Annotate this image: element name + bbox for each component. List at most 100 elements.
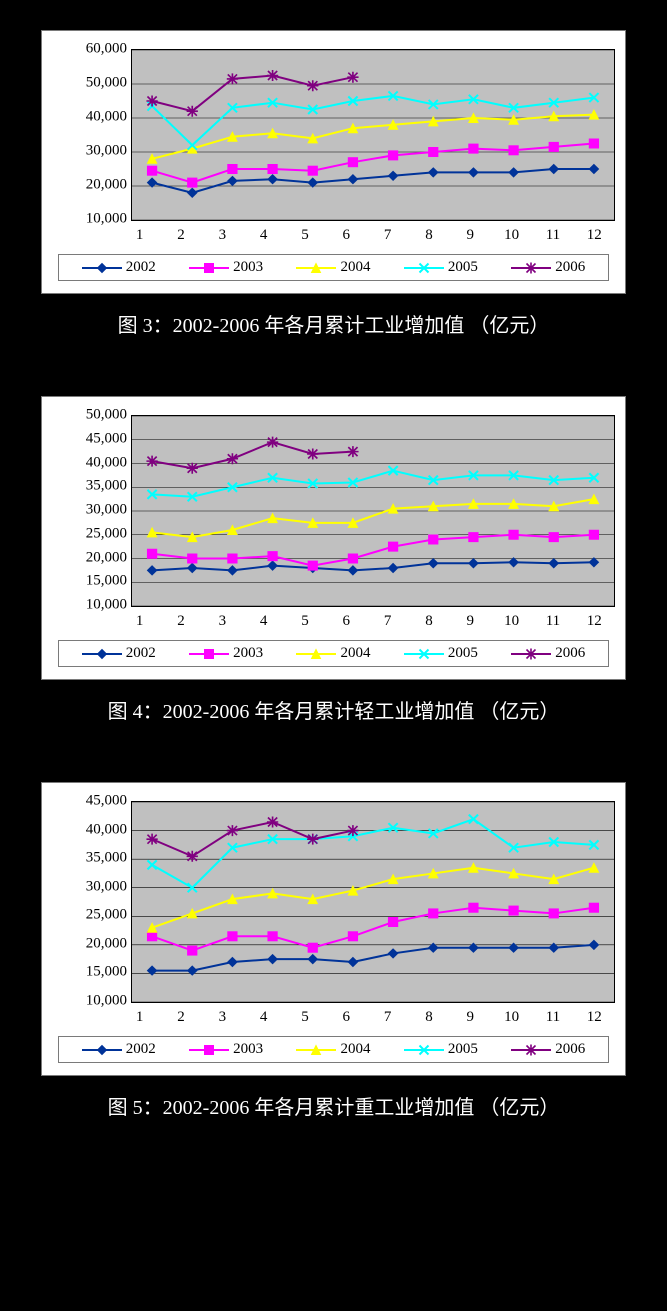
- x-tick-label: 8: [408, 227, 449, 244]
- legend-item-2003: 2003: [189, 1041, 263, 1058]
- chart4-y-axis: 50,00045,00040,00035,00030,00025,00020,0…: [50, 415, 131, 605]
- chart5-legend: 2002 2003 2004 2005 2006: [58, 1036, 609, 1063]
- chart5-caption: 图 5：2002-2006 年各月累计重工业增加值 （亿元）: [41, 1094, 626, 1123]
- x-tick-label: 2: [160, 227, 201, 244]
- y-tick-label: 40,000: [86, 822, 127, 837]
- legend-item-2005: 2005: [404, 1041, 478, 1058]
- legend-item-2004: 2004: [296, 1041, 370, 1058]
- x-tick-label: 1: [119, 1009, 160, 1026]
- chart5-y-axis: 45,00040,00035,00030,00025,00020,00015,0…: [50, 801, 131, 1001]
- legend-label: 2005: [448, 645, 478, 662]
- legend-swatch-icon: [82, 647, 122, 661]
- x-tick-label: 4: [243, 1009, 284, 1026]
- y-tick-label: 25,000: [86, 908, 127, 923]
- x-tick-label: 5: [284, 227, 325, 244]
- y-tick-label: 15,000: [86, 574, 127, 589]
- x-tick-label: 11: [532, 227, 573, 244]
- y-tick-label: 40,000: [86, 110, 127, 125]
- y-tick-label: 45,000: [86, 794, 127, 809]
- y-tick-label: 20,000: [86, 936, 127, 951]
- y-tick-label: 60,000: [86, 42, 127, 57]
- legend-swatch-icon: [511, 647, 551, 661]
- x-tick-label: 11: [532, 613, 573, 630]
- legend-label: 2006: [555, 645, 585, 662]
- x-tick-label: 8: [408, 1009, 449, 1026]
- x-tick-label: 10: [491, 1009, 532, 1026]
- x-tick-label: 10: [491, 613, 532, 630]
- x-tick-label: 1: [119, 227, 160, 244]
- y-tick-label: 30,000: [86, 879, 127, 894]
- chart3-panel: 60,00050,00040,00030,00020,00010,0001234…: [41, 30, 626, 294]
- legend-item-2002: 2002: [82, 645, 156, 662]
- x-tick-label: 7: [367, 227, 408, 244]
- legend-label: 2002: [126, 1041, 156, 1058]
- y-tick-label: 20,000: [86, 550, 127, 565]
- x-tick-label: 11: [532, 1009, 573, 1026]
- legend-swatch-icon: [511, 261, 551, 275]
- legend-swatch-icon: [511, 1043, 551, 1057]
- y-tick-label: 10,000: [86, 212, 127, 227]
- x-tick-label: 8: [408, 613, 449, 630]
- chart3-legend: 2002 2003 2004 2005 2006: [58, 254, 609, 281]
- x-tick-label: 6: [326, 613, 367, 630]
- legend-item-2006: 2006: [511, 259, 585, 276]
- x-tick-label: 3: [202, 613, 243, 630]
- y-tick-label: 30,000: [86, 503, 127, 518]
- x-tick-label: 6: [326, 227, 367, 244]
- x-tick-label: 5: [284, 1009, 325, 1026]
- x-tick-label: 5: [284, 613, 325, 630]
- legend-item-2006: 2006: [511, 645, 585, 662]
- chart5-panel: 45,00040,00035,00030,00025,00020,00015,0…: [41, 782, 626, 1076]
- chart3-caption: 图 3：2002-2006 年各月累计工业增加值 （亿元）: [41, 312, 626, 341]
- chart4-caption: 图 4：2002-2006 年各月累计轻工业增加值 （亿元）: [41, 698, 626, 727]
- x-tick-label: 9: [450, 1009, 491, 1026]
- legend-swatch-icon: [296, 261, 336, 275]
- legend-label: 2004: [340, 259, 370, 276]
- charts-page: 60,00050,00040,00030,00020,00010,0001234…: [0, 0, 667, 1173]
- y-tick-label: 10,000: [86, 598, 127, 613]
- legend-item-2003: 2003: [189, 645, 263, 662]
- x-tick-label: 6: [326, 1009, 367, 1026]
- y-tick-label: 50,000: [86, 76, 127, 91]
- legend-label: 2003: [233, 1041, 263, 1058]
- legend-label: 2002: [126, 645, 156, 662]
- legend-swatch-icon: [404, 1043, 444, 1057]
- x-tick-label: 4: [243, 613, 284, 630]
- legend-label: 2005: [448, 1041, 478, 1058]
- legend-item-2005: 2005: [404, 645, 478, 662]
- x-tick-label: 3: [202, 227, 243, 244]
- x-tick-label: 9: [450, 613, 491, 630]
- y-tick-label: 45,000: [86, 431, 127, 446]
- x-tick-label: 12: [574, 1009, 615, 1026]
- chart5-plot: [131, 801, 615, 1003]
- chart3-y-axis: 60,00050,00040,00030,00020,00010,000: [50, 49, 131, 219]
- y-tick-label: 25,000: [86, 526, 127, 541]
- x-tick-label: 10: [491, 227, 532, 244]
- legend-label: 2003: [233, 645, 263, 662]
- y-tick-label: 50,000: [86, 408, 127, 423]
- x-tick-label: 7: [367, 613, 408, 630]
- legend-label: 2004: [340, 1041, 370, 1058]
- legend-label: 2003: [233, 259, 263, 276]
- x-tick-label: 7: [367, 1009, 408, 1026]
- chart5-x-axis: 123456789101112: [42, 1005, 625, 1032]
- x-tick-label: 1: [119, 613, 160, 630]
- legend-swatch-icon: [296, 647, 336, 661]
- x-tick-label: 9: [450, 227, 491, 244]
- legend-item-2005: 2005: [404, 259, 478, 276]
- legend-label: 2004: [340, 645, 370, 662]
- legend-item-2002: 2002: [82, 259, 156, 276]
- legend-item-2006: 2006: [511, 1041, 585, 1058]
- legend-label: 2006: [555, 1041, 585, 1058]
- y-tick-label: 30,000: [86, 144, 127, 159]
- chart3-x-axis: 123456789101112: [42, 223, 625, 250]
- legend-item-2002: 2002: [82, 1041, 156, 1058]
- x-tick-label: 12: [574, 227, 615, 244]
- y-tick-label: 40,000: [86, 455, 127, 470]
- legend-swatch-icon: [189, 647, 229, 661]
- x-tick-label: 2: [160, 613, 201, 630]
- x-tick-label: 4: [243, 227, 284, 244]
- chart4-panel: 50,00045,00040,00035,00030,00025,00020,0…: [41, 396, 626, 680]
- legend-swatch-icon: [189, 261, 229, 275]
- x-tick-label: 12: [574, 613, 615, 630]
